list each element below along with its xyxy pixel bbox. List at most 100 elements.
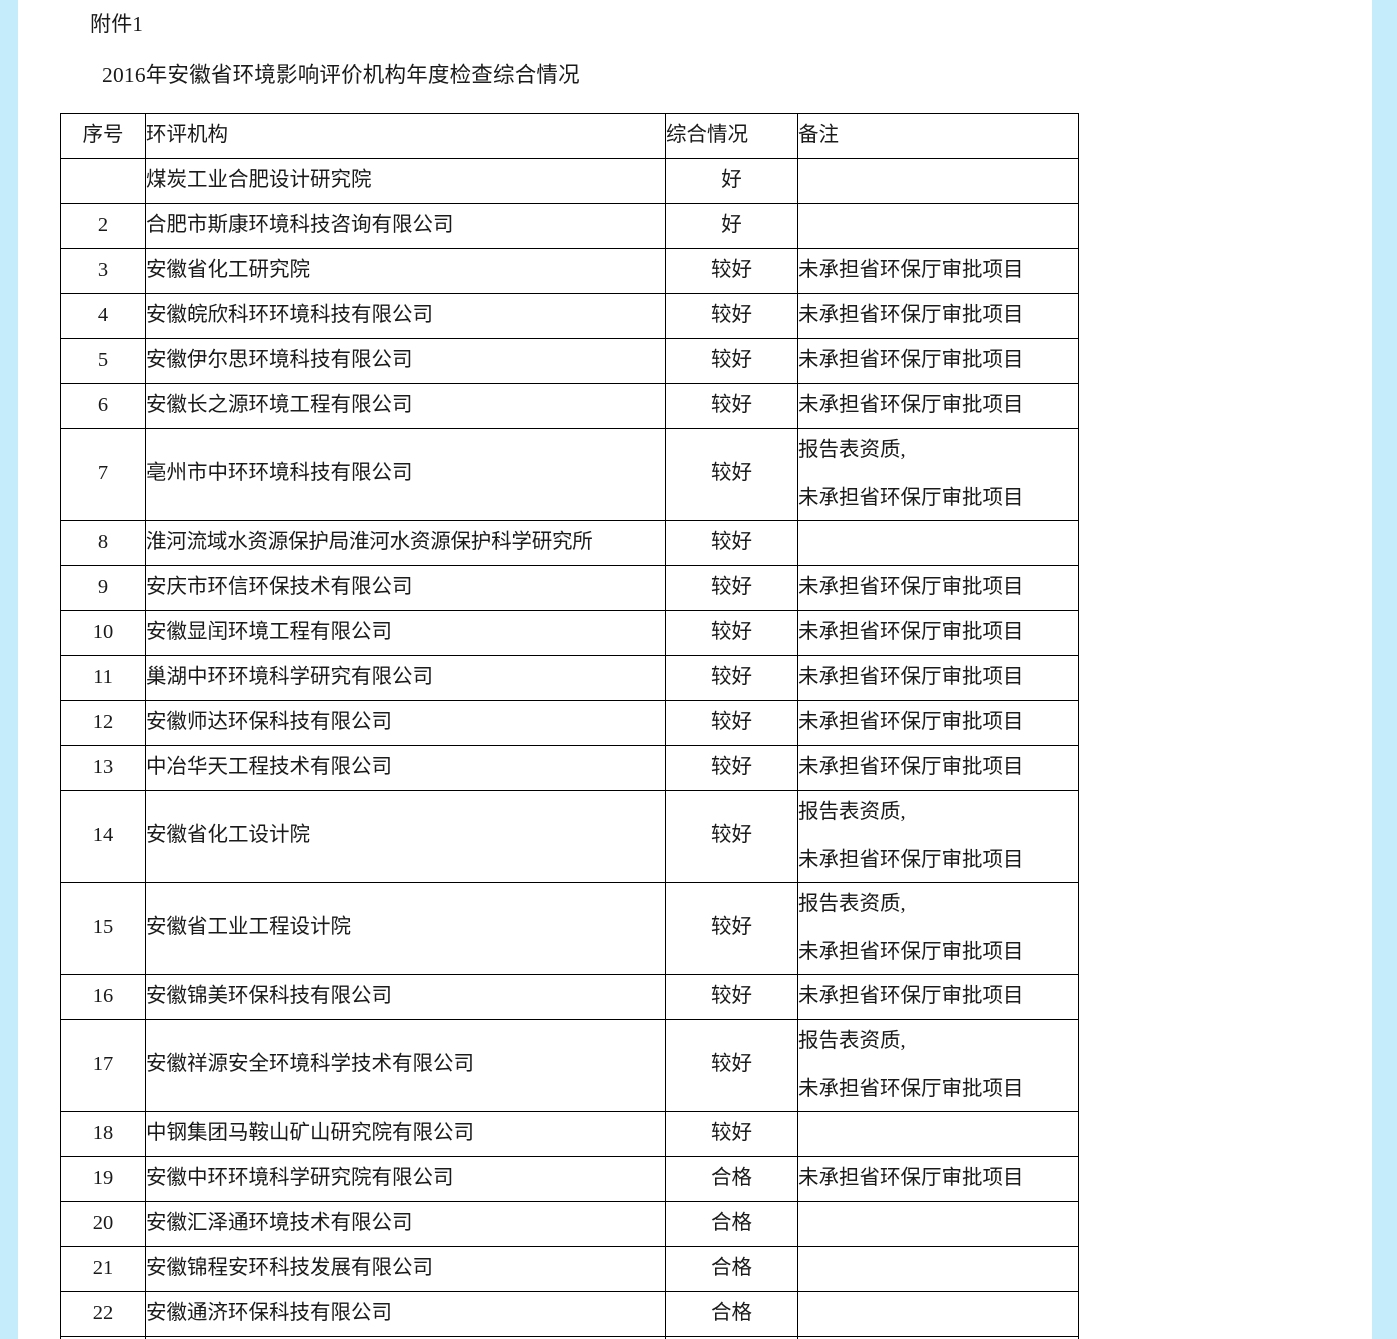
cell-remark (797, 519, 1079, 566)
table-row: 7 亳州市中环环境科技有限公司 较好 报告表资质, 未承担省环保厅审批项目 (60, 427, 1079, 521)
cell-organization-name: 淮河流域水资源保护局淮河水资源保护科学研究所 (145, 519, 666, 566)
column-header-seq: 序号 (60, 112, 146, 159)
cell-sequence-number: 3 (60, 247, 146, 294)
cell-organization-name: 安徽省化工设计院 (145, 789, 666, 883)
remark-line: 报告表资质, (798, 893, 906, 916)
cell-overall-status: 合格 (665, 1155, 798, 1202)
table-row: 15 安徽省工业工程设计院 较好 报告表资质, 未承担省环保厅审批项目 (60, 881, 1079, 975)
cell-remark: 未承担省环保厅审批项目 (797, 292, 1079, 339)
cell-organization-name: 安徽汇泽通环境技术有限公司 (145, 1200, 666, 1247)
cell-overall-status: 较好 (665, 699, 798, 746)
remark-line: 报告表资质, (798, 439, 906, 462)
remark-line: 未承担省环保厅审批项目 (798, 1078, 1024, 1100)
table-row: 19 安徽中环环境科学研究院有限公司 合格 未承担省环保厅审批项目 (60, 1155, 1079, 1202)
cell-remark: 报告表资质, 未承担省环保厅审批项目 (797, 789, 1079, 883)
cell-remark: 未承担省环保厅审批项目 (797, 699, 1079, 746)
table-row: 8 淮河流域水资源保护局淮河水资源保护科学研究所 较好 (60, 519, 1079, 566)
cell-overall-status: 较好 (665, 744, 798, 791)
cell-overall-status: 合格 (665, 1200, 798, 1247)
cell-overall-status: 较好 (665, 427, 798, 521)
cell-organization-name: 安徽祥源安全环境科学技术有限公司 (145, 1018, 666, 1112)
cell-overall-status: 好 (665, 202, 798, 249)
remark-line: 未承担省环保厅审批项目 (798, 941, 1024, 963)
cell-remark (797, 157, 1079, 204)
remark-line: 报告表资质, (798, 801, 906, 824)
document-body: 附件1 2016年安徽省环境影响评价机构年度检查综合情况 序号 环评机构 综合情… (60, 0, 1190, 1339)
cell-overall-status: 较好 (665, 382, 798, 429)
inspection-results-table: 序号 环评机构 综合情况 备注 煤炭工业合肥设计研究院好 2 合肥市斯康环境科技咨询… (60, 112, 1079, 1339)
cell-overall-status: 合格 (665, 1290, 798, 1337)
table-row: 23安徽省四维环境工程有限公司合格 (60, 1335, 1079, 1339)
column-header-note: 备注 (797, 112, 1079, 159)
attachment-label: 附件1 (90, 12, 144, 36)
cell-sequence-number: 6 (60, 382, 146, 429)
cell-overall-status: 较好 (665, 881, 798, 975)
remark-multiline: 报告表资质, 未承担省环保厅审批项目 (798, 799, 1078, 872)
cell-sequence-number: 15 (60, 881, 146, 975)
table-row: 18 中钢集团马鞍山矿山研究院有限公司 较好 (60, 1110, 1079, 1157)
cell-remark: 未承担省环保厅审批项目 (797, 973, 1079, 1020)
cell-organization-name: 中冶华天工程技术有限公司 (145, 744, 666, 791)
remark-line: 未承担省环保厅审批项目 (798, 849, 1024, 871)
cell-sequence-number: 5 (60, 337, 146, 384)
cell-remark: 未承担省环保厅审批项目 (797, 337, 1079, 384)
remark-line: 未承担省环保厅审批项目 (798, 487, 1024, 509)
cell-remark (797, 1110, 1079, 1157)
table-row: 5 安徽伊尔思环境科技有限公司 较好 未承担省环保厅审批项目 (60, 337, 1079, 384)
cell-sequence-number: 16 (60, 973, 146, 1020)
cell-sequence-number: 7 (60, 427, 146, 521)
remark-line: 报告表资质, (798, 1030, 906, 1053)
cell-overall-status: 较好 (665, 519, 798, 566)
cell-sequence-number: 14 (60, 789, 146, 883)
table-row: 20 安徽汇泽通环境技术有限公司 合格 (60, 1200, 1079, 1247)
cell-overall-status: 较好 (665, 337, 798, 384)
table-header-row: 序号 环评机构 综合情况 备注 (60, 112, 1079, 159)
cell-remark (797, 1335, 1079, 1339)
cell-remark: 未承担省环保厅审批项目 (797, 247, 1079, 294)
table-row: 煤炭工业合肥设计研究院好 (60, 157, 1079, 204)
cell-remark: 报告表资质, 未承担省环保厅审批项目 (797, 427, 1079, 521)
cell-organization-name: 安徽皖欣科环环境科技有限公司 (145, 292, 666, 339)
column-header-org: 环评机构 (145, 112, 666, 159)
remark-multiline: 报告表资质, 未承担省环保厅审批项目 (798, 437, 1078, 510)
cell-remark: 未承担省环保厅审批项目 (797, 609, 1079, 656)
cell-remark: 报告表资质, 未承担省环保厅审批项目 (797, 1018, 1079, 1112)
cell-remark: 未承担省环保厅审批项目 (797, 744, 1079, 791)
remark-multiline: 报告表资质, 未承担省环保厅审批项目 (798, 891, 1078, 964)
cell-organization-name: 安徽伊尔思环境科技有限公司 (145, 337, 666, 384)
cell-organization-name: 亳州市中环环境科技有限公司 (145, 427, 666, 521)
cell-organization-name: 安庆市环信环保技术有限公司 (145, 564, 666, 611)
cell-sequence-number: 2 (60, 202, 146, 249)
cell-overall-status: 较好 (665, 654, 798, 701)
cell-overall-status: 较好 (665, 973, 798, 1020)
cell-sequence-number: 18 (60, 1110, 146, 1157)
table-row: 10 安徽显闰环境工程有限公司 较好 未承担省环保厅审批项目 (60, 609, 1079, 656)
cell-organization-name: 安徽长之源环境工程有限公司 (145, 382, 666, 429)
cell-remark: 未承担省环保厅审批项目 (797, 382, 1079, 429)
table-row: 3 安徽省化工研究院 较好 未承担省环保厅审批项目 (60, 247, 1079, 294)
cell-remark (797, 1290, 1079, 1337)
cell-overall-status: 较好 (665, 789, 798, 883)
table-row: 6 安徽长之源环境工程有限公司 较好 未承担省环保厅审批项目 (60, 382, 1079, 429)
cell-sequence-number: 19 (60, 1155, 146, 1202)
cell-sequence-number: 21 (60, 1245, 146, 1292)
cell-sequence-number: 20 (60, 1200, 146, 1247)
cell-organization-name: 安徽中环环境科学研究院有限公司 (145, 1155, 666, 1202)
cell-organization-name: 合肥市斯康环境科技咨询有限公司 (145, 202, 666, 249)
remark-multiline: 报告表资质, 未承担省环保厅审批项目 (798, 1028, 1078, 1101)
table-row: 17 安徽祥源安全环境科学技术有限公司 较好 报告表资质, 未承担省环保厅审批项目 (60, 1018, 1079, 1112)
cell-sequence-number: 10 (60, 609, 146, 656)
cell-organization-name: 煤炭工业合肥设计研究院 (145, 157, 666, 204)
cell-remark (797, 1245, 1079, 1292)
table-row: 14 安徽省化工设计院 较好 报告表资质, 未承担省环保厅审批项目 (60, 789, 1079, 883)
cell-organization-name: 安徽锦程安环科技发展有限公司 (145, 1245, 666, 1292)
cell-organization-name: 安徽锦美环保科技有限公司 (145, 973, 666, 1020)
cell-sequence-number: 4 (60, 292, 146, 339)
table-body: 煤炭工业合肥设计研究院好 2 合肥市斯康环境科技咨询有限公司好 3 安徽省化工研究院 较好… (60, 157, 1079, 1339)
cell-remark: 未承担省环保厅审批项目 (797, 564, 1079, 611)
cell-sequence-number: 11 (60, 654, 146, 701)
cell-organization-name: 中钢集团马鞍山矿山研究院有限公司 (145, 1110, 666, 1157)
cell-sequence-number (60, 157, 146, 204)
cell-overall-status: 较好 (665, 247, 798, 294)
cell-organization-name: 安徽省工业工程设计院 (145, 881, 666, 975)
